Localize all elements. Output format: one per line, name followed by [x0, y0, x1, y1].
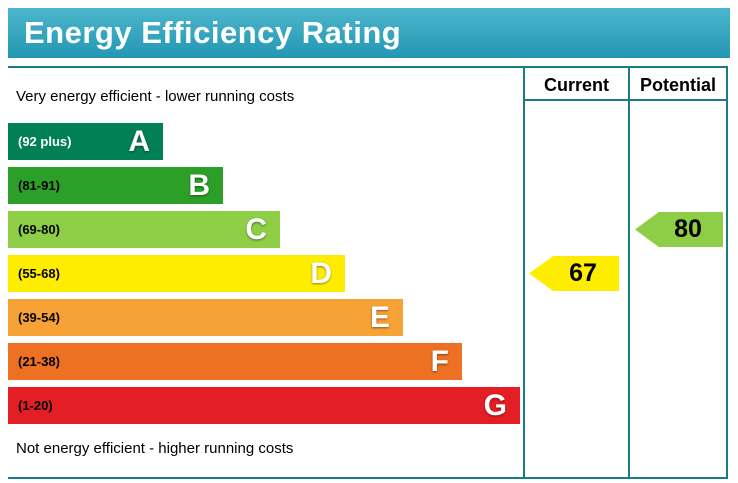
band-letter: F — [430, 345, 449, 378]
current-rating-pointer: 67 — [529, 256, 619, 291]
title-bar: Energy Efficiency Rating — [8, 8, 730, 58]
band-range-label: (92 plus) — [18, 134, 72, 149]
band-row-f: (21-38) F — [8, 343, 462, 380]
band-letter: C — [245, 213, 267, 246]
band-letter: B — [188, 169, 210, 202]
band-letter: A — [128, 125, 150, 158]
band-letter: D — [310, 257, 332, 290]
top-note: Very energy efficient - lower running co… — [16, 88, 295, 105]
band-row-a: (92 plus) A — [8, 123, 163, 160]
potential-rating-value: 80 — [674, 215, 702, 243]
band-range-label: (39-54) — [18, 310, 60, 325]
page-title: Energy Efficiency Rating — [24, 15, 402, 50]
band-letter: G — [483, 389, 507, 422]
potential-rating-pointer: 80 — [635, 212, 723, 247]
band-row-e: (39-54) E — [8, 299, 403, 336]
potential-column-left-divider — [628, 68, 630, 477]
current-column-left-divider — [523, 68, 525, 477]
band-row-g: (1-20) G — [8, 387, 520, 424]
band-row-d: (55-68) D — [8, 255, 345, 292]
rating-chart: Current Potential Very energy efficient … — [8, 66, 728, 479]
band-row-c: (69-80) C — [8, 211, 280, 248]
band-range-label: (81-91) — [18, 178, 60, 193]
column-header-potential: Potential — [639, 75, 716, 95]
current-rating-value: 67 — [569, 259, 597, 287]
band-range-label: (1-20) — [18, 398, 53, 413]
chart-right-border — [726, 68, 728, 477]
column-header-current: Current — [543, 75, 609, 95]
bottom-note: Not energy efficient - higher running co… — [16, 440, 294, 457]
band-list: (92 plus) A (81-91) B (69-80) C (55-68) … — [8, 123, 525, 431]
header-underline — [523, 99, 728, 101]
band-letter: E — [369, 301, 390, 334]
band-row-b: (81-91) B — [8, 167, 223, 204]
band-range-label: (55-68) — [18, 266, 60, 281]
band-range-label: (69-80) — [18, 222, 60, 237]
band-range-label: (21-38) — [18, 354, 60, 369]
